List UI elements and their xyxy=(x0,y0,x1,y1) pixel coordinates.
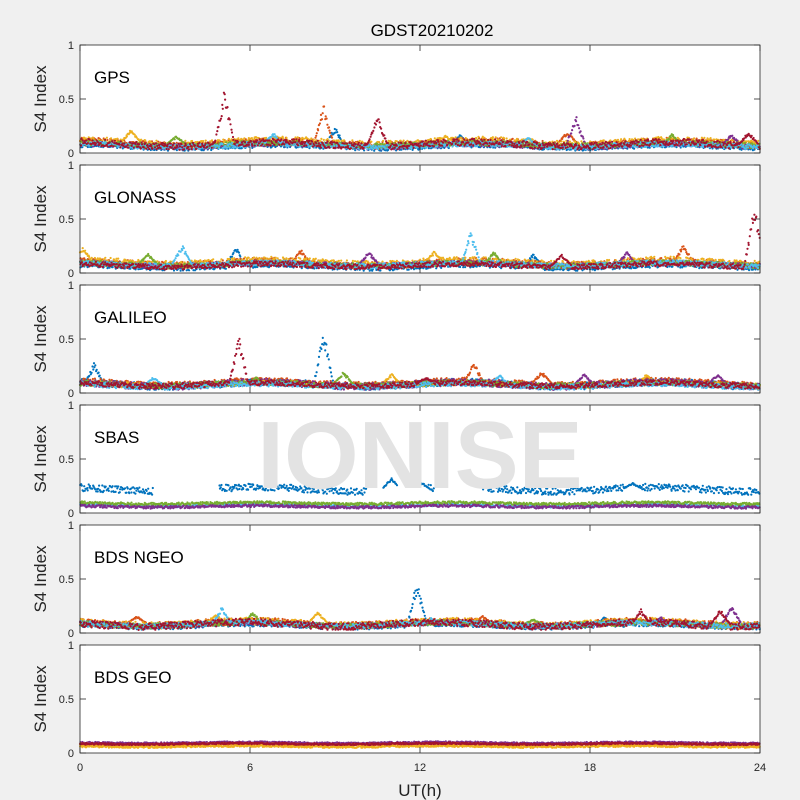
data-point xyxy=(85,137,87,139)
data-point xyxy=(205,140,207,142)
data-point xyxy=(571,136,573,138)
data-point xyxy=(497,138,499,140)
data-point xyxy=(297,136,299,138)
data-point xyxy=(325,115,327,117)
data-point xyxy=(316,132,318,134)
data-point xyxy=(434,137,436,139)
data-point xyxy=(506,137,508,139)
data-point xyxy=(222,139,224,141)
data-point xyxy=(542,140,544,142)
data-point xyxy=(328,130,330,132)
data-point xyxy=(314,137,316,139)
data-point xyxy=(351,139,353,141)
data-point xyxy=(322,112,324,114)
data-point xyxy=(106,137,108,139)
data-point xyxy=(329,132,331,134)
data-point xyxy=(477,136,479,138)
data-point xyxy=(406,140,408,142)
data-point xyxy=(323,139,325,141)
figure: GDST20210202 00.51S4 Index GPS00.51S4 Ind… xyxy=(0,0,800,800)
data-point xyxy=(328,126,330,128)
data-point xyxy=(370,141,372,143)
data-point xyxy=(313,139,315,141)
data-point xyxy=(455,136,457,138)
data-point xyxy=(126,135,128,137)
data-point xyxy=(155,140,157,142)
data-point xyxy=(285,137,287,139)
data-point xyxy=(326,124,328,126)
figure-title: GDST20210202 xyxy=(371,21,494,40)
data-point xyxy=(240,138,242,140)
data-point xyxy=(400,140,402,142)
data-point xyxy=(492,136,494,138)
data-point xyxy=(382,140,384,142)
data-point xyxy=(373,150,375,152)
data-point xyxy=(294,136,296,138)
data-point xyxy=(417,139,419,141)
data-point xyxy=(326,118,328,120)
data-point xyxy=(460,137,462,139)
data-point xyxy=(144,139,146,141)
data-point xyxy=(110,137,112,139)
data-point xyxy=(251,137,253,139)
data-point xyxy=(503,137,505,139)
data-point xyxy=(339,134,341,136)
data-point xyxy=(116,138,118,140)
data-point xyxy=(543,148,545,150)
data-point xyxy=(354,149,356,151)
data-point xyxy=(500,136,502,138)
data-point xyxy=(495,136,497,138)
data-point xyxy=(336,131,338,133)
data-point xyxy=(202,140,204,142)
data-point xyxy=(315,135,317,137)
data-point xyxy=(633,148,635,150)
data-point xyxy=(282,137,284,139)
data-point xyxy=(430,138,432,140)
data-point xyxy=(335,129,337,131)
data-point xyxy=(149,141,151,143)
data-point xyxy=(320,114,322,116)
data-point xyxy=(218,139,220,141)
data-point xyxy=(319,122,321,124)
data-point xyxy=(243,137,245,139)
data-point xyxy=(320,138,322,140)
data-point xyxy=(343,139,345,141)
data-point xyxy=(237,137,239,139)
data-point xyxy=(483,137,485,139)
data-point xyxy=(122,147,124,149)
data-point xyxy=(323,105,325,107)
data-point xyxy=(317,129,319,131)
data-point xyxy=(106,139,108,141)
data-point xyxy=(389,140,391,142)
data-point xyxy=(359,140,361,142)
data-point xyxy=(228,138,230,140)
data-point xyxy=(321,118,323,120)
data-point xyxy=(403,140,405,142)
data-point xyxy=(310,137,312,139)
data-point xyxy=(378,141,380,143)
data-point xyxy=(475,137,477,139)
data-point xyxy=(140,139,142,141)
data-point xyxy=(512,138,514,140)
data-point xyxy=(331,137,333,139)
data-point xyxy=(211,139,213,141)
data-point xyxy=(191,140,193,142)
